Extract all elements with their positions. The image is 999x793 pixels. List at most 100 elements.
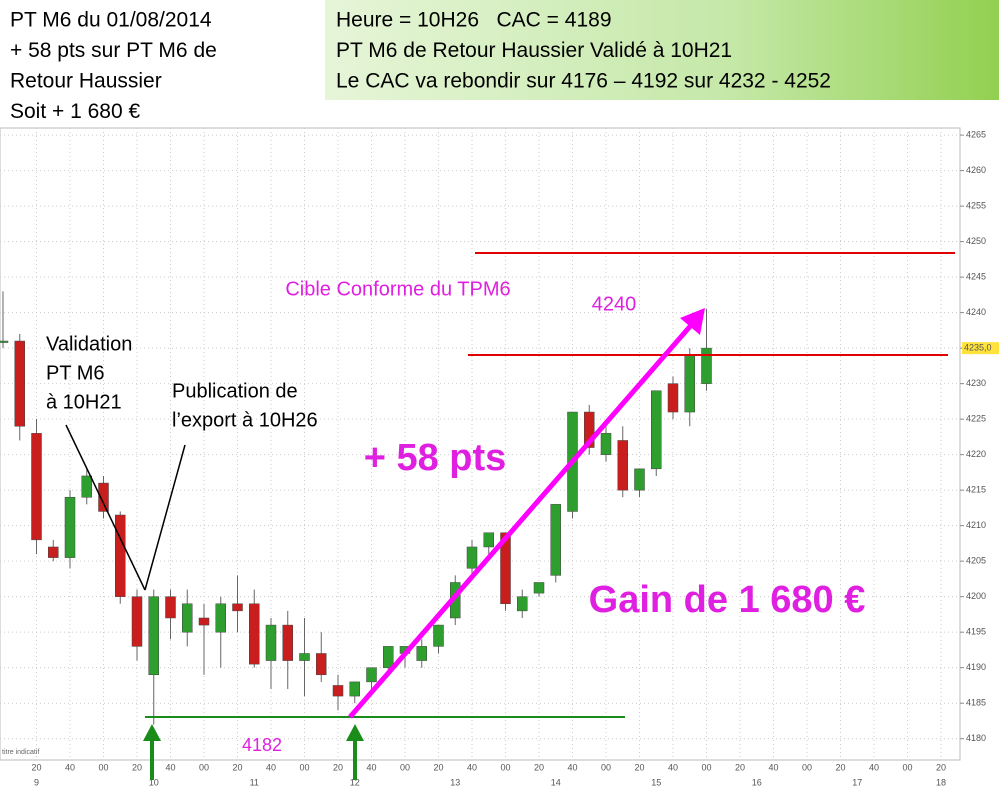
gain-points: + 58 pts (364, 437, 507, 479)
header-line: Heure = 10H26 CAC = 4189 (336, 9, 612, 32)
y-tick-label: 4220 (966, 449, 986, 459)
x-tick-label: 40 (768, 762, 778, 772)
up-arrow-head (143, 724, 161, 741)
x-tick-label: 20 (433, 762, 443, 772)
callout-line (65, 424, 146, 591)
plot: 4180 4185 4190 4195 4200 4205 4210 4215 4220 4225… (0, 128, 999, 787)
y-tick-label: 4200 (966, 591, 986, 601)
validation-note: Validation (46, 333, 132, 355)
header-box (325, 0, 999, 100)
candle-body (115, 514, 126, 597)
publication-note: Publication de (172, 380, 298, 402)
candle-body (148, 596, 159, 676)
candle-body (701, 347, 712, 384)
y-tick-label: 4250 (966, 236, 986, 246)
validation-note: à 10H21 (46, 391, 122, 413)
candle-body (299, 653, 310, 661)
trend-arrow (348, 321, 695, 719)
day-label: 18 (936, 777, 946, 787)
y-tick-label: 4265 (966, 129, 986, 139)
y-tick-label: 4210 (966, 520, 986, 530)
candle-body (366, 667, 377, 683)
candle-body (332, 685, 344, 697)
x-tick-label: 00 (98, 762, 108, 772)
x-tick-label: 40 (869, 762, 879, 772)
header-line: + 58 pts sur PT M6 de (10, 39, 217, 62)
x-tick-label: 40 (165, 762, 175, 772)
target-value: 4240 (592, 293, 637, 315)
candle-body (64, 497, 76, 558)
x-tick-label: 40 (65, 762, 75, 772)
x-tick-label: 20 (936, 762, 946, 772)
candle-body (131, 596, 143, 647)
last-price-box (962, 342, 999, 355)
x-tick-label: 40 (668, 762, 678, 772)
y-tick-label: 4245 (966, 271, 986, 281)
candle-body (232, 603, 243, 612)
candle-body (249, 603, 260, 665)
day-label: 17 (852, 777, 862, 787)
x-tick-label: 00 (802, 762, 812, 772)
day-label: 14 (551, 777, 561, 787)
x-tick-label: 00 (601, 762, 611, 772)
source-note: titre indicatif (2, 749, 39, 756)
header-line: Le CAC va rebondir sur 4176 – 4192 sur 4… (336, 70, 831, 93)
gain-euros: Gain de 1 680 € (589, 579, 866, 621)
day-label: 12 (350, 777, 360, 787)
candle-body (466, 546, 478, 569)
candle-body (517, 596, 528, 612)
x-tick-label: 20 (333, 762, 343, 772)
callout-line (144, 444, 186, 591)
candle-body (684, 354, 695, 413)
x-tick-label: 20 (634, 762, 644, 772)
x-tick-label: 00 (299, 762, 309, 772)
header: PT M6 du 01/08/2014 + 58 pts sur PT M6 de… (10, 9, 831, 124)
x-tick-label: 40 (366, 762, 376, 772)
header-line: Retour Haussier (10, 70, 162, 93)
candle-body (14, 340, 25, 427)
target-label: Cible Conforme du TPM6 (285, 278, 510, 300)
candle-body (98, 482, 109, 512)
y-tick-label: 4185 (966, 698, 986, 708)
candle-body (550, 504, 561, 576)
day-label: 16 (752, 777, 762, 787)
day-label: 15 (651, 777, 661, 787)
candle-body (0, 340, 9, 343)
day-label: 9 (34, 777, 39, 787)
candle-body (433, 624, 444, 647)
last-price-label: 4235,0 (964, 343, 992, 353)
candle-body (198, 617, 210, 626)
y-tick-label: 4255 (966, 200, 986, 210)
candle-body (31, 433, 42, 541)
plot-area (0, 127, 961, 761)
candle-body (265, 624, 277, 661)
y-tick-label: 4240 (966, 307, 986, 317)
x-tick-label: 20 (132, 762, 142, 772)
candle-body (282, 624, 293, 661)
x-tick-label: 20 (232, 762, 242, 772)
x-tick-label: 00 (902, 762, 912, 772)
publication-note: l’export à 10H26 (172, 409, 318, 431)
candle-body (600, 433, 612, 455)
header-line: PT M6 du 01/08/2014 (10, 9, 212, 32)
up-arrow-head (346, 724, 364, 741)
x-tick-label: 40 (266, 762, 276, 772)
y-tick-label: 4180 (966, 733, 986, 743)
x-tick-label: 40 (567, 762, 577, 772)
x-tick-label: 20 (31, 762, 41, 772)
candle-body (48, 546, 59, 558)
x-tick-label: 20 (735, 762, 745, 772)
low-value: 4182 (242, 735, 282, 755)
x-tick-label: 00 (400, 762, 410, 772)
arrow-head (680, 308, 705, 335)
y-tick-label: 4260 (966, 165, 986, 175)
validation-note: PT M6 (46, 362, 105, 384)
candle-body (416, 646, 427, 661)
y-tick-label: 4215 (966, 485, 986, 495)
y-tick-label: 4230 (966, 378, 986, 388)
x-tick-label: 00 (500, 762, 510, 772)
candle-body (483, 532, 494, 548)
candle-body (215, 603, 226, 633)
candle-body (383, 646, 394, 668)
